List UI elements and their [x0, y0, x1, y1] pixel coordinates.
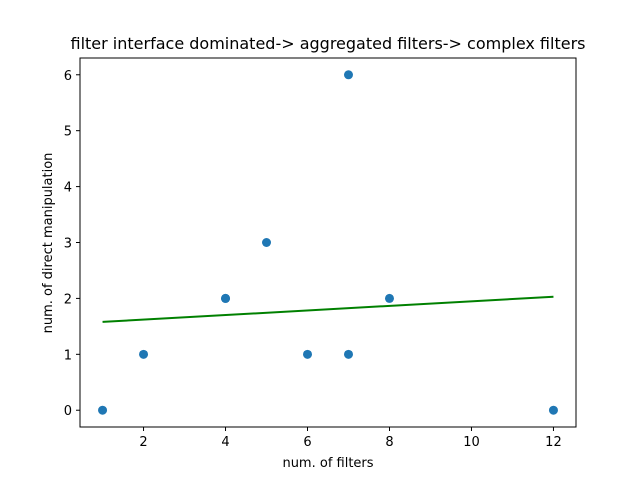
scatter-point	[221, 293, 231, 303]
scatter-point	[98, 405, 108, 415]
x-tick-label: 6	[303, 435, 311, 450]
y-tick-label: 2	[64, 292, 72, 307]
y-tick-label: 6	[64, 69, 72, 84]
y-axis-ticks: 0 1 2 3 4 5 6	[64, 69, 80, 419]
y-tick-label: 3	[64, 237, 72, 252]
y-tick-label: 0	[64, 404, 72, 419]
x-tick-label: 8	[385, 435, 393, 450]
chart-title: filter interface dominated-> aggregated …	[71, 34, 586, 53]
y-axis-label: num. of direct manipulation	[41, 153, 56, 334]
y-tick-label: 5	[64, 125, 72, 140]
plot-area	[79, 57, 577, 428]
x-tick-label: 4	[221, 435, 229, 450]
x-tick-label: 12	[545, 435, 562, 450]
y-tick-label: 1	[64, 348, 72, 363]
scatter-point	[262, 238, 272, 247]
scatter-point	[548, 405, 558, 415]
scatter-point	[303, 349, 313, 359]
y-tick-label: 4	[64, 181, 72, 196]
x-tick-label: 10	[463, 435, 480, 450]
x-tick-label: 2	[139, 435, 147, 450]
trend-line	[102, 295, 554, 323]
x-axis-ticks: 2 4 6 8 10 12	[139, 427, 562, 450]
x-axis-label: num. of filters	[282, 456, 373, 471]
scatter-point	[384, 293, 394, 303]
scatter-point	[343, 70, 353, 80]
scatter-point	[139, 349, 149, 359]
scatter-point	[343, 349, 353, 359]
